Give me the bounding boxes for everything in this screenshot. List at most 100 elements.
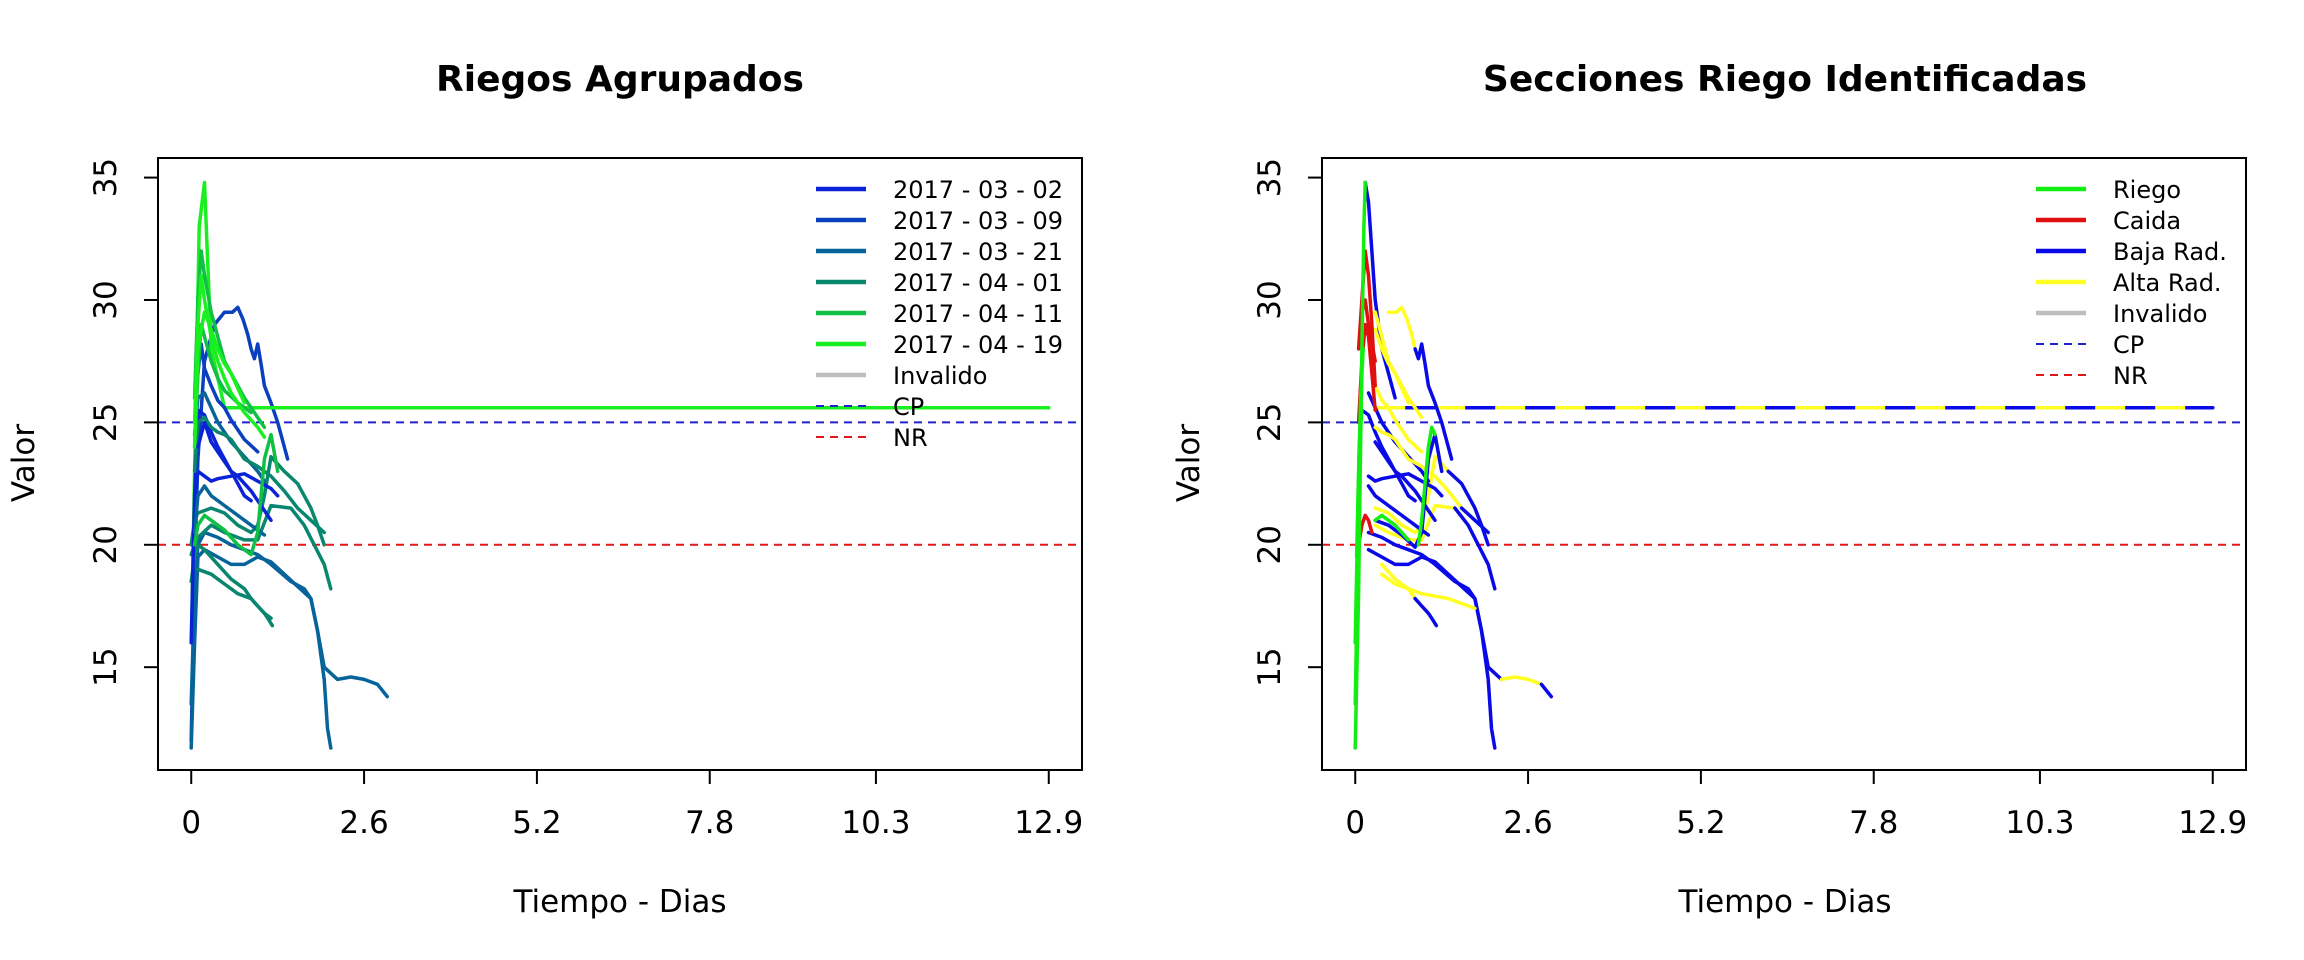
legend-label: 2017 - 04 - 19 xyxy=(893,331,1063,359)
legend-label: Baja Rad. xyxy=(2113,238,2227,266)
legend-label: 2017 - 04 - 11 xyxy=(893,300,1063,328)
series-line xyxy=(1453,506,1497,591)
x-tick-label: 5.2 xyxy=(512,805,561,841)
series-line xyxy=(192,432,280,557)
series-line xyxy=(1373,383,1424,454)
legend-label: CP xyxy=(893,393,924,421)
legend-label: 2017 - 03 - 09 xyxy=(893,207,1063,235)
y-axis: 15 20 25 30 35 xyxy=(1252,158,1322,687)
legend-label: Invalido xyxy=(893,362,987,390)
series-line xyxy=(189,503,333,591)
series-line xyxy=(192,469,280,498)
legend-item: 2017 - 03 - 02 xyxy=(816,176,1063,204)
legend-item: NR xyxy=(816,424,928,452)
x-tick-label: 12.9 xyxy=(1014,805,1083,841)
legend-item: Alta Rad. xyxy=(2036,269,2222,297)
x-axis-label: Tiempo - Dias xyxy=(1677,884,1891,920)
chart-title: Secciones Riego Identificadas xyxy=(1483,59,2087,100)
series-line xyxy=(192,273,267,439)
legend-label: Alta Rad. xyxy=(2113,269,2222,297)
x-tick-label: 0 xyxy=(1345,805,1365,841)
legend-item: CP xyxy=(816,393,924,421)
series-line xyxy=(1366,530,1504,682)
legend-label: 2017 - 04 - 01 xyxy=(893,269,1063,297)
legend-item: 2017 - 04 - 11 xyxy=(816,300,1063,328)
series-line xyxy=(1539,682,1554,699)
y-axis-label: Valor xyxy=(1171,424,1207,502)
legend: 2017 - 03 - 02 2017 - 03 - 09 2017 - 03 - … xyxy=(816,176,1063,452)
plot-area xyxy=(158,180,1082,750)
y-tick-label: 35 xyxy=(88,158,124,197)
legend-label: Invalido xyxy=(2113,300,2207,328)
y-tick-label: 30 xyxy=(88,280,124,319)
legend-item: Riego xyxy=(2036,176,2181,204)
chart-panel-riegos-agrupados: Riegos Agrupados Tiempo - Dias Valor 0 2.… xyxy=(6,59,1083,920)
series-line xyxy=(1373,513,1411,542)
series-line xyxy=(1386,305,1417,351)
x-axis: 0 2.6 5.2 7.8 10.3 12.9 xyxy=(1345,769,2247,841)
x-axis: 0 2.6 5.2 7.8 10.3 12.9 xyxy=(181,769,1083,841)
series-line xyxy=(1380,562,1417,601)
series-line xyxy=(1380,572,1477,611)
legend-item: 2017 - 04 - 01 xyxy=(816,269,1063,297)
series-line xyxy=(1413,596,1439,628)
x-tick-label: 5.2 xyxy=(1676,805,1725,841)
y-axis-label: Valor xyxy=(6,424,42,502)
legend-label: Riego xyxy=(2113,176,2181,204)
series-line xyxy=(1354,347,1365,559)
chart-title: Riegos Agrupados xyxy=(436,59,804,100)
legend-label: Caida xyxy=(2113,207,2181,235)
legend: Riego Caida Baja Rad. Alta Rad. Invalido CP NR xyxy=(2036,176,2227,390)
series-line xyxy=(1373,425,1464,510)
series-line xyxy=(189,547,333,750)
plot-area xyxy=(1322,180,2246,750)
y-tick-label: 25 xyxy=(88,403,124,442)
legend-item: Baja Rad. xyxy=(2036,238,2227,266)
x-tick-label: 0 xyxy=(181,805,201,841)
y-tick-label: 15 xyxy=(88,647,124,686)
series-line xyxy=(190,180,1051,620)
legend-label: CP xyxy=(2113,331,2144,359)
plot-frame xyxy=(1321,157,2247,771)
series-line xyxy=(1446,469,1490,547)
legend-item: Invalido xyxy=(816,362,987,390)
chart-panel-secciones-riego: Secciones Riego Identificadas Tiempo - D… xyxy=(1171,59,2247,920)
y-tick-label: 20 xyxy=(1252,525,1288,564)
x-tick-label: 10.3 xyxy=(841,805,910,841)
series-line xyxy=(1366,484,1431,537)
legend-item: Invalido xyxy=(2036,300,2207,328)
legend-item: 2017 - 03 - 09 xyxy=(816,207,1063,235)
legend-item: NR xyxy=(2036,362,2148,390)
legend-label: NR xyxy=(893,424,928,452)
x-axis-label: Tiempo - Dias xyxy=(512,884,726,920)
y-tick-label: 25 xyxy=(1252,403,1288,442)
x-tick-label: 2.6 xyxy=(339,805,388,841)
legend-item: Caida xyxy=(2036,207,2181,235)
legend-item: CP xyxy=(2036,331,2144,359)
series-line xyxy=(1413,342,1454,461)
x-tick-label: 12.9 xyxy=(2178,805,2247,841)
legend-label: 2017 - 03 - 02 xyxy=(893,176,1063,204)
legend-item: 2017 - 03 - 21 xyxy=(816,238,1063,266)
series-line xyxy=(192,310,247,449)
series-line xyxy=(196,567,273,620)
series-line xyxy=(192,484,267,537)
series-line xyxy=(192,415,326,535)
x-tick-label: 7.8 xyxy=(1849,805,1898,841)
legend-item: 2017 - 04 - 19 xyxy=(816,331,1063,359)
series-line xyxy=(189,305,290,743)
y-tick-label: 30 xyxy=(1252,280,1288,319)
legend-label: NR xyxy=(2113,362,2148,390)
y-tick-label: 15 xyxy=(1252,647,1288,686)
series-line xyxy=(1373,503,1457,542)
series-line xyxy=(1416,425,1437,547)
y-axis: 15 20 25 30 35 xyxy=(88,158,158,687)
series-line xyxy=(1459,506,1490,535)
y-tick-label: 20 xyxy=(88,525,124,564)
series-line xyxy=(1499,675,1544,687)
y-tick-label: 35 xyxy=(1252,158,1288,197)
series-line xyxy=(1373,327,1411,405)
x-tick-label: 10.3 xyxy=(2005,805,2074,841)
legend-label: 2017 - 03 - 21 xyxy=(893,238,1063,266)
